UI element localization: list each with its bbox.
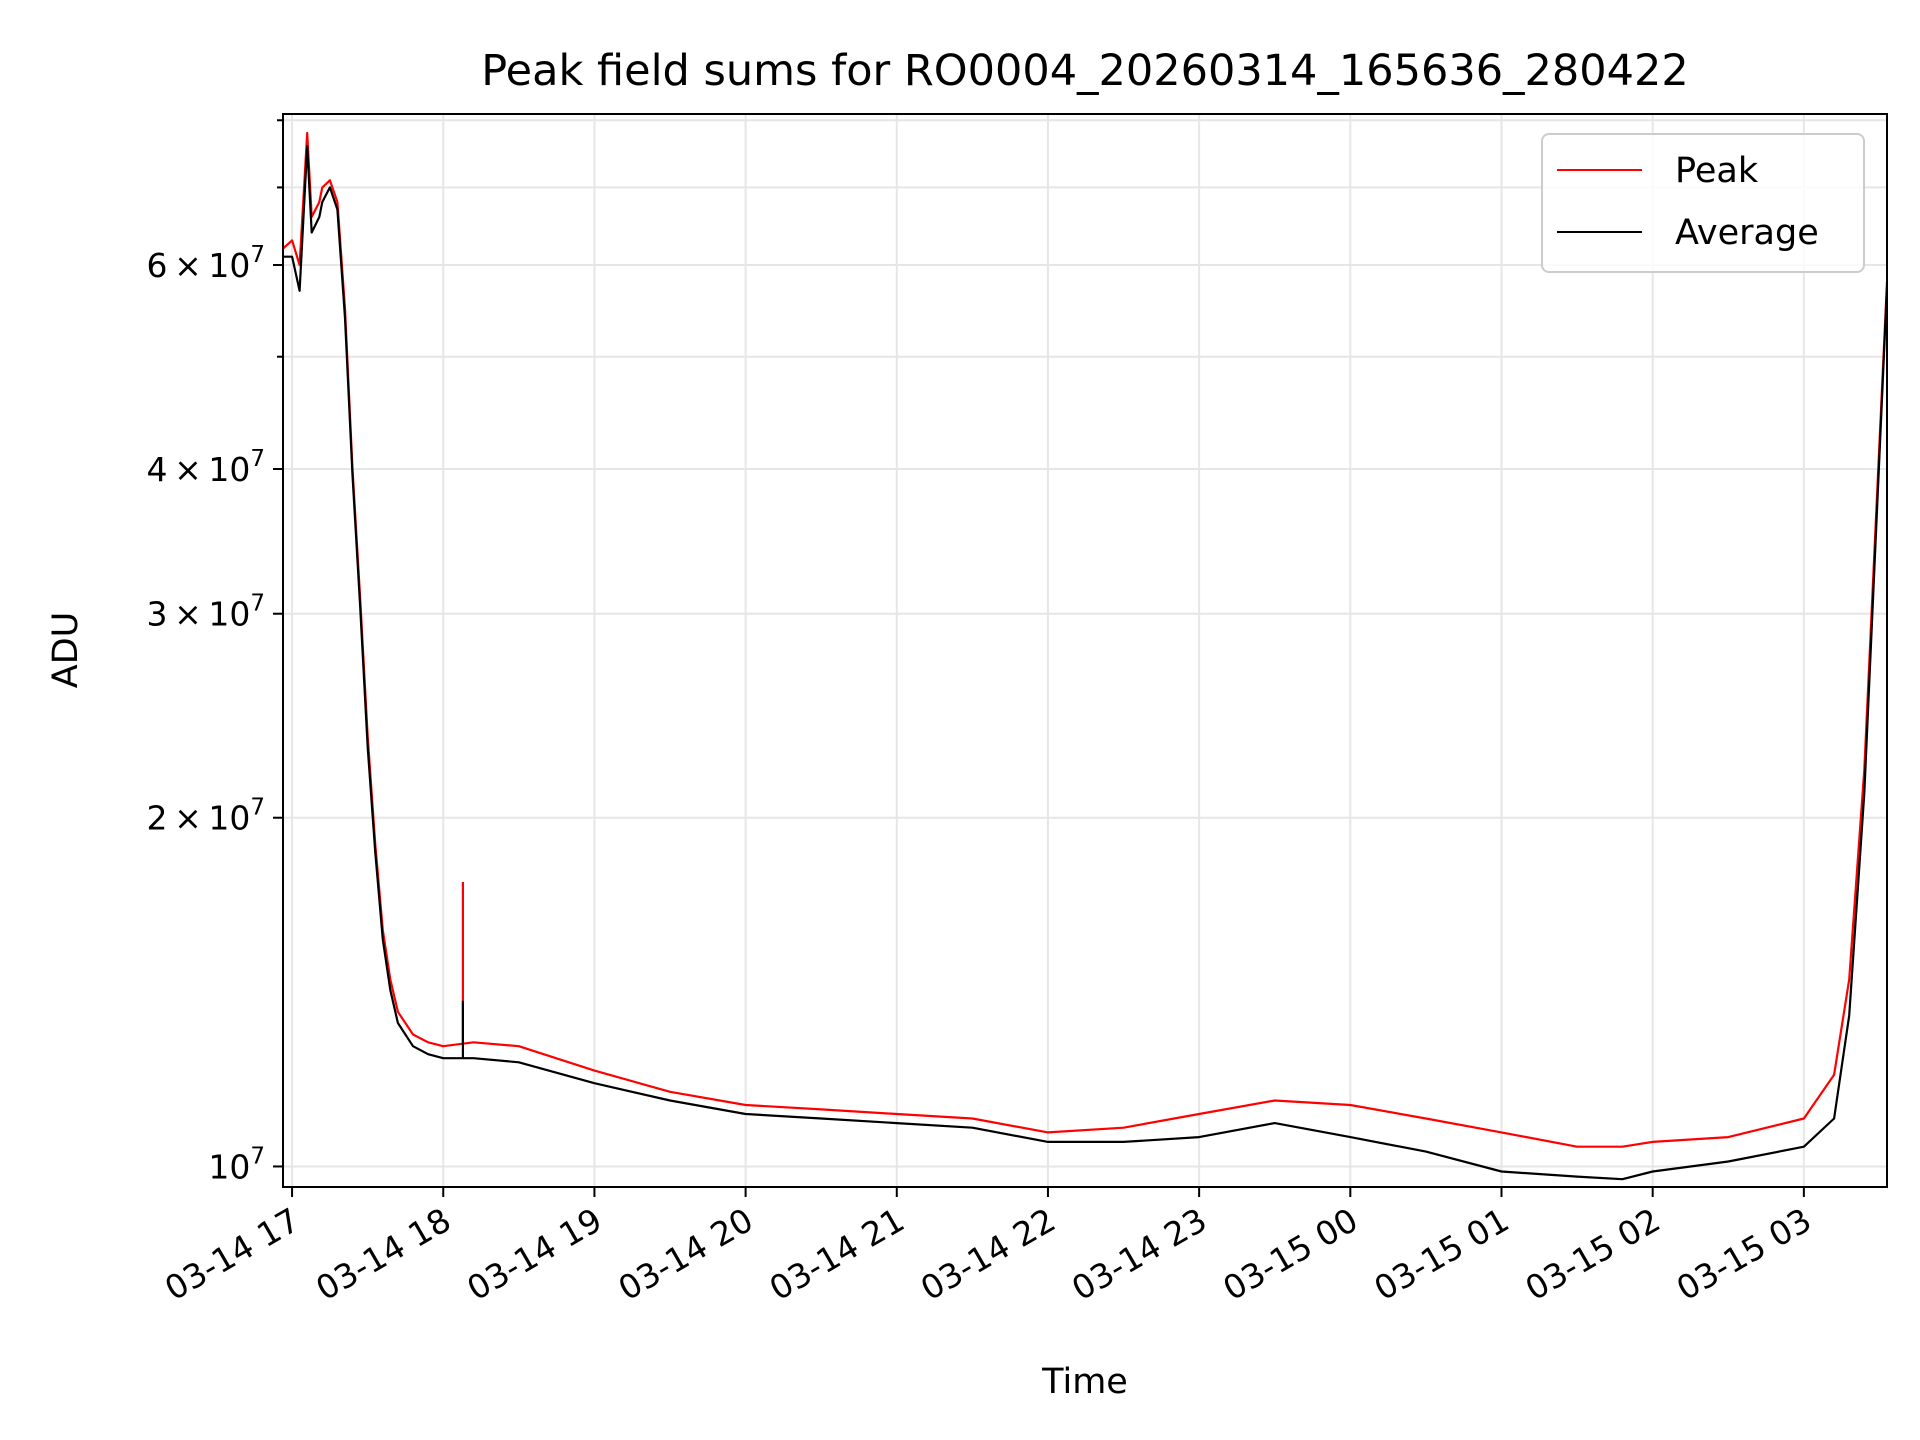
x-axis-label: Time xyxy=(1041,1362,1128,1402)
y-tick-label: 3 × 107 xyxy=(147,591,265,634)
chart-title: Peak field sums for RO0004_20260314_1656… xyxy=(481,46,1688,96)
legend-box xyxy=(1541,133,1865,273)
plot-frame xyxy=(282,113,1888,1188)
series-line-average xyxy=(283,145,1887,1181)
y-tick-label: 2 × 107 xyxy=(147,795,265,838)
series-lines xyxy=(283,131,1887,1181)
y-axis-label: ADU xyxy=(46,612,86,689)
legend-label-average: Average xyxy=(1675,213,1819,253)
legend-label-peak: Peak xyxy=(1675,151,1759,191)
series-line-peak xyxy=(283,131,1887,1148)
y-tick-label: 4 × 107 xyxy=(147,446,265,489)
grid-lines xyxy=(283,114,1887,1187)
y-tick-label: 6 × 107 xyxy=(147,242,265,285)
legend: Peak Average xyxy=(1541,133,1865,273)
y-tick-label: 107 xyxy=(208,1143,265,1186)
y-axis: 107 2 × 107 3 × 107 4 × 107 6 × 107 xyxy=(147,119,283,1186)
